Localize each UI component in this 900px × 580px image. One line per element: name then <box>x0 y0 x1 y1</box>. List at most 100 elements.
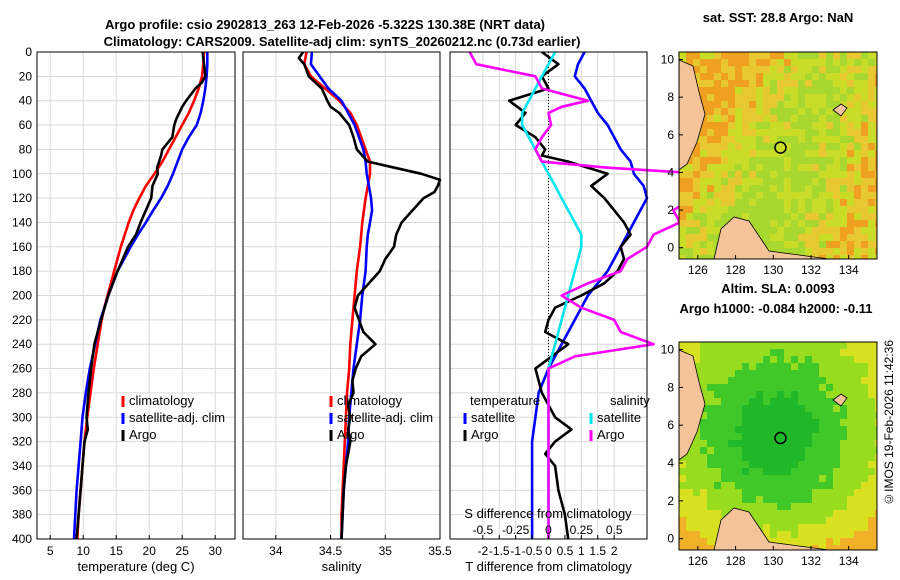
heatmap-cell <box>777 370 785 378</box>
heatmap-cell <box>805 356 813 364</box>
heatmap-cell <box>693 192 701 200</box>
heatmap-cell <box>777 157 785 165</box>
axes-frame <box>242 51 441 540</box>
heatmap-cell <box>756 220 764 228</box>
heatmap-cell <box>714 157 722 165</box>
heatmap-cell <box>854 454 862 462</box>
heatmap-cell <box>686 475 694 483</box>
heatmap-cell <box>868 108 876 116</box>
heatmap-cell <box>791 356 799 364</box>
heatmap-cell <box>749 164 757 172</box>
heatmap-cell <box>700 213 708 221</box>
heatmap-cell <box>840 136 848 144</box>
heatmap-cell <box>854 384 862 392</box>
heatmap-cell <box>714 73 722 81</box>
heatmap-cell <box>742 206 750 214</box>
heatmap-cell <box>798 433 806 441</box>
heatmap-cell <box>686 241 694 249</box>
heatmap-cell <box>861 384 869 392</box>
heatmap-cell <box>805 241 813 249</box>
heatmap-cell <box>812 538 820 546</box>
heatmap-cell <box>798 94 806 102</box>
heatmap-cell <box>714 80 722 88</box>
heatmap-cell <box>770 59 778 67</box>
heatmap-cell <box>693 157 701 165</box>
y-tick-label: 300 <box>12 410 32 424</box>
heatmap-cell <box>777 129 785 137</box>
heatmap-cell <box>826 510 834 518</box>
y-tick-label: 240 <box>12 337 32 351</box>
heatmap-cell <box>763 531 771 539</box>
heatmap-cell <box>847 370 855 378</box>
heatmap-cell <box>707 241 715 249</box>
argo-position-marker <box>774 141 787 154</box>
heatmap-cell <box>700 178 708 186</box>
heatmap-cell <box>861 213 869 221</box>
heatmap-cell <box>707 370 715 378</box>
heatmap-cell <box>749 405 757 413</box>
heatmap-cell <box>763 234 771 242</box>
heatmap-cell <box>868 87 876 95</box>
heatmap-cell <box>833 377 841 385</box>
heatmap-cell <box>714 489 722 497</box>
heatmap-cell <box>805 73 813 81</box>
heatmap-cell <box>707 517 715 525</box>
heatmap-cell <box>812 94 820 102</box>
heatmap-cell <box>840 531 848 539</box>
heatmap-cell <box>812 370 820 378</box>
heatmap-cell <box>784 398 792 406</box>
heatmap-cell <box>875 164 878 172</box>
heatmap-cell <box>812 342 820 350</box>
heatmap-cell <box>742 178 750 186</box>
heatmap-cell <box>686 538 694 546</box>
x-tick-label: 134 <box>839 263 859 277</box>
heatmap-cell <box>826 206 834 214</box>
heatmap-cell <box>693 447 701 455</box>
heatmap-cell <box>791 433 799 441</box>
heatmap-cell <box>714 398 722 406</box>
heatmap-cell <box>707 447 715 455</box>
heatmap-cell <box>805 370 813 378</box>
heatmap-cell <box>847 538 855 546</box>
heatmap-cell <box>875 52 878 60</box>
heatmap-cell <box>805 482 813 490</box>
heatmap-cell <box>714 192 722 200</box>
heatmap-cell <box>847 157 855 165</box>
heatmap-cell <box>798 178 806 186</box>
heatmap-cell <box>763 524 771 532</box>
heatmap-cell <box>784 482 792 490</box>
heatmap-cell <box>728 440 736 448</box>
x-tick-label: 126 <box>688 263 708 277</box>
heatmap-cell <box>854 241 862 249</box>
heatmap-cell <box>868 503 876 511</box>
heatmap-cell <box>742 482 750 490</box>
heatmap-cell <box>812 199 820 207</box>
heatmap-cell <box>700 241 708 249</box>
heatmap-cell <box>868 377 876 385</box>
heatmap-cell <box>756 419 764 427</box>
legend-title-temperature: temperature <box>470 393 540 408</box>
heatmap-cell <box>756 227 764 235</box>
heatmap-cell <box>721 136 729 144</box>
heatmap-cell <box>784 129 792 137</box>
heatmap-cell <box>875 384 878 392</box>
heatmap-cell <box>721 482 729 490</box>
series-line-argo <box>297 51 442 540</box>
heatmap-cell <box>875 136 878 144</box>
heatmap-cell <box>756 164 764 172</box>
heatmap-cell <box>728 503 736 511</box>
heatmap-cell <box>721 440 729 448</box>
heatmap-cell <box>749 426 757 434</box>
heatmap-cell <box>686 185 694 193</box>
heatmap-cell <box>742 349 750 357</box>
heatmap-cell <box>805 143 813 151</box>
heatmap-cell <box>791 391 799 399</box>
heatmap-cell <box>728 405 736 413</box>
series-line-t-argo <box>507 50 632 540</box>
salinity-panel: 34 34.5 35 35.5salinityclimatologysatellite… <box>242 51 452 574</box>
heatmap-cell <box>756 94 764 102</box>
heatmap-cell <box>812 101 820 109</box>
heatmap-cell <box>763 241 771 249</box>
heatmap-cell <box>861 178 869 186</box>
heatmap-cell <box>819 398 827 406</box>
